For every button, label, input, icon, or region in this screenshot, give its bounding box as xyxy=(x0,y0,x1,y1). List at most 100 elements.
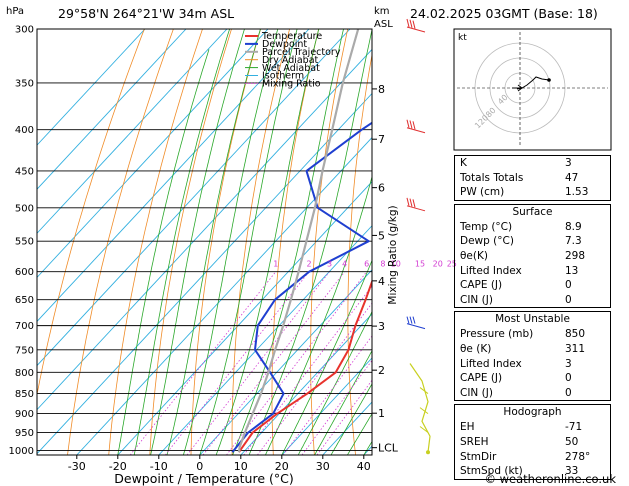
asl-label: ASL xyxy=(374,19,393,30)
temp-tick-label: 0 xyxy=(196,460,203,473)
pressure-tick-label: 950 xyxy=(15,428,34,439)
wind-barb xyxy=(406,127,426,134)
row-label: SREH xyxy=(460,435,489,448)
temp-tick-label: 20 xyxy=(275,460,289,473)
hodograph-marker xyxy=(547,78,551,82)
wet-adiabat xyxy=(215,29,320,455)
row-value: 298 xyxy=(565,249,586,262)
row-value: 1.53 xyxy=(565,186,589,199)
legend-entry: Wet Adiabat xyxy=(262,63,320,74)
most-unstable-title: Most Unstable xyxy=(495,313,570,326)
row-label: CIN (J) xyxy=(460,293,493,306)
row-label: CAPE (J) xyxy=(460,372,503,385)
isotherm-line xyxy=(117,181,372,455)
row-label: Totals Totals xyxy=(460,171,524,184)
pressure-tick-label: 500 xyxy=(15,203,34,214)
mixing-ratio-label: 1 xyxy=(273,260,278,269)
wet-adiabat xyxy=(248,29,372,455)
datetime-label: 24.02.2025 03GMT (Base: 18) xyxy=(410,6,598,21)
row-value: 0 xyxy=(565,386,572,399)
row-label: CIN (J) xyxy=(460,386,493,399)
row-label: Lifted Index xyxy=(460,357,522,370)
height-tick-label: 5 xyxy=(378,229,385,242)
mixing-ratio-label: 2 xyxy=(306,260,311,269)
mixing-ratio-line xyxy=(164,271,310,455)
dry-adiabat xyxy=(609,29,629,455)
plot-frame xyxy=(36,28,373,456)
row-value: 0 xyxy=(565,279,572,292)
wind-barb xyxy=(419,426,429,433)
table-row: CIN (J) 0 xyxy=(455,293,610,308)
skewt-axes: 1 2 3 4 6 8 10 15 20 2530035040045050055060065070… xyxy=(9,25,457,474)
temp-tick-label: -10 xyxy=(150,460,168,473)
dry-adiabat xyxy=(37,29,145,397)
wind-barb xyxy=(412,20,416,29)
row-value: 33 xyxy=(565,465,579,478)
mixing-ratio-label: 8 xyxy=(380,260,385,269)
row-label: PW (cm) xyxy=(460,186,505,199)
row-label: Temp (°C) xyxy=(460,220,513,233)
wind-barb xyxy=(406,26,426,33)
row-label: θe(K) xyxy=(460,249,488,262)
wet-adiabat xyxy=(199,29,298,455)
row-value: 278° xyxy=(565,450,591,463)
height-tick-label: 3 xyxy=(378,320,385,333)
dry-adiabat xyxy=(271,29,320,455)
pressure-tick-label: 750 xyxy=(15,345,34,356)
wind-barb xyxy=(412,121,416,130)
temp-tick-label: 10 xyxy=(234,460,248,473)
wind-barb xyxy=(406,197,410,206)
dry-adiabat xyxy=(347,52,372,455)
pressure-tick-label: 600 xyxy=(15,267,34,278)
series-temperature xyxy=(238,278,372,453)
pressure-tick-label: 350 xyxy=(15,78,34,89)
wind-barb xyxy=(409,316,413,324)
isotherm-line xyxy=(37,29,187,190)
table-row: Lifted Index 3 xyxy=(455,357,610,372)
height-tick-label: 1 xyxy=(378,407,385,420)
row-value: 850 xyxy=(565,328,586,341)
dry-adiabat xyxy=(419,29,438,455)
isotherm-line xyxy=(281,357,372,455)
table-row: PW (cm) 1.53 xyxy=(455,185,610,200)
wind-barb xyxy=(419,387,429,394)
isotherm-line xyxy=(37,29,310,323)
wind-barb xyxy=(419,407,429,414)
table-row: CAPE (J) 0 xyxy=(455,278,610,293)
row-label: CAPE (J) xyxy=(460,279,503,292)
wet-adiabat xyxy=(150,29,245,455)
mixing-ratio-label: 10 xyxy=(391,260,401,269)
mixing-ratio-line xyxy=(186,271,330,455)
isotherm-line xyxy=(37,29,351,367)
wind-barb xyxy=(406,205,426,212)
row-value: 7.3 xyxy=(565,235,582,248)
wind-barb xyxy=(409,120,413,129)
mixing-ratio-label: 15 xyxy=(415,260,425,269)
row-value: 13 xyxy=(565,264,579,277)
row-value: -71 xyxy=(565,421,583,434)
wet-adiabat xyxy=(133,29,231,455)
wind-barb xyxy=(412,199,416,208)
pressure-tick-label: 850 xyxy=(15,389,34,400)
dry-adiabat xyxy=(108,29,203,455)
wind-profile xyxy=(406,18,431,455)
pressure-tick-label: 1000 xyxy=(9,446,34,457)
mixing-ratio-line xyxy=(129,271,277,455)
row-label: θe (K) xyxy=(460,342,492,355)
km-label: km xyxy=(374,6,390,17)
dry-adiabat xyxy=(67,29,174,455)
wind-barb xyxy=(406,18,410,28)
indices-table: K 3 Totals Totals 47 PW (cm) 1.53 xyxy=(454,155,611,201)
isotherm-line xyxy=(37,29,269,279)
wet-adiabat xyxy=(183,29,279,455)
legend-entry: Dry Adiabat xyxy=(262,55,319,66)
storm-motion-arrow xyxy=(512,84,523,92)
row-label: Lifted Index xyxy=(460,264,522,277)
row-label: Pressure (mb) xyxy=(460,328,534,341)
wind-barb xyxy=(409,19,413,28)
wet-adiabat xyxy=(117,49,210,455)
x-axis-label: Dewpoint / Temperature (°C) xyxy=(114,471,293,486)
row-value: 47 xyxy=(565,171,579,184)
table-row: Dewp (°C) 7.3 xyxy=(455,234,610,249)
isotherm-line xyxy=(37,29,228,234)
